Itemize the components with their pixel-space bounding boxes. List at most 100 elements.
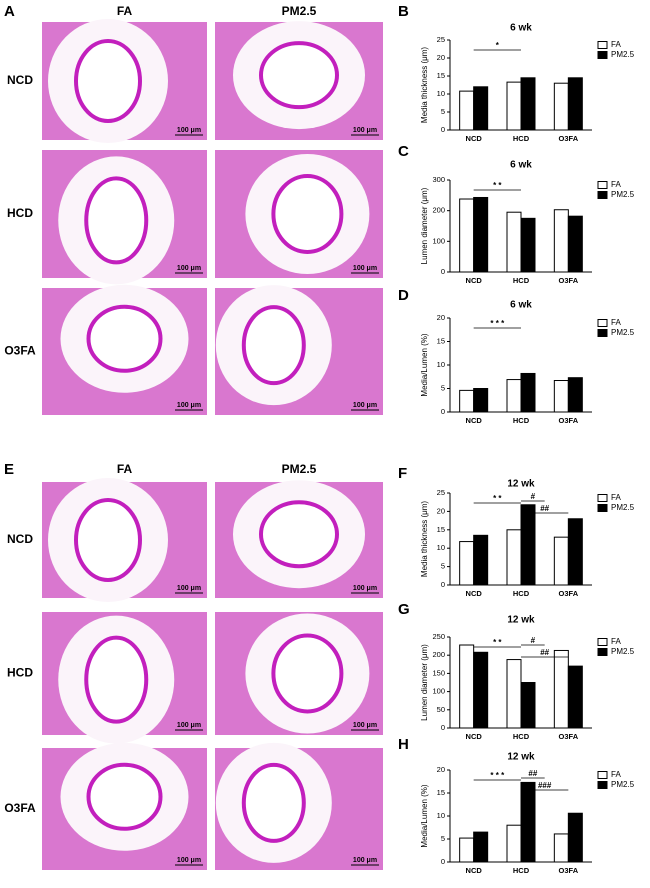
x-tick-label: HCD <box>513 134 530 143</box>
scale-bar-label: 100 μm <box>177 265 201 272</box>
scale-bar-label: 100 μm <box>353 722 377 729</box>
y-tick-label: 100 <box>432 687 445 696</box>
micrograph: 100 μm <box>215 742 383 870</box>
y-axis-label: Media thickness (μm) <box>420 501 429 578</box>
y-tick-label: 300 <box>432 175 445 184</box>
x-tick-label: NCD <box>466 589 483 598</box>
y-axis-label: Lumen diameter (μm) <box>420 644 429 721</box>
scale-bar-label: 100 μm <box>177 585 201 592</box>
x-tick-label: O3FA <box>559 276 579 285</box>
y-tick-label: 100 <box>432 236 445 245</box>
significance-label: * * <box>493 181 502 190</box>
chart-title: 6 wk <box>510 23 532 34</box>
chart-title: 12 wk <box>507 752 535 763</box>
micrograph: 100 μm <box>42 612 207 744</box>
bar <box>553 536 569 586</box>
bar <box>473 831 489 863</box>
x-tick-label: HCD <box>513 732 530 741</box>
y-tick-label: 10 <box>437 811 445 820</box>
panel-letter: E <box>4 461 14 478</box>
scale-bar-label: 100 μm <box>177 127 201 134</box>
row-label: HCD <box>7 666 33 680</box>
legend-swatch <box>597 494 608 502</box>
y-tick-label: 0 <box>441 407 445 416</box>
micrograph: 100 μm <box>215 480 383 598</box>
legend-swatch <box>597 319 608 327</box>
y-tick-label: 200 <box>432 206 445 215</box>
vessel-wall <box>271 174 344 254</box>
panel-letter: H <box>398 736 409 753</box>
y-tick-label: 5 <box>441 834 445 843</box>
micrograph: 100 μm <box>215 150 383 278</box>
scale-bar-label: 100 μm <box>353 127 377 134</box>
y-axis-label: Media thickness (μm) <box>420 47 429 124</box>
legend-label: FA <box>611 770 621 779</box>
panel-letter: F <box>398 465 407 482</box>
bar <box>459 198 475 273</box>
micrograph: 100 μm <box>42 284 207 415</box>
significance-label: # <box>531 492 536 501</box>
bar <box>553 209 569 273</box>
legend-label: FA <box>611 40 621 49</box>
bar <box>553 833 569 863</box>
bar <box>520 372 536 413</box>
y-tick-label: 0 <box>441 857 445 866</box>
scale-bar-label: 100 μm <box>177 722 201 729</box>
significance-label: * * <box>493 638 502 647</box>
chart-title: 6 wk <box>510 160 532 171</box>
vessel-wall <box>86 762 163 831</box>
significance-label: ### <box>538 781 552 790</box>
row-label: NCD <box>7 73 33 87</box>
y-tick-label: 0 <box>441 580 445 589</box>
y-tick-label: 15 <box>437 525 445 534</box>
bar <box>567 77 583 131</box>
y-tick-label: 0 <box>441 267 445 276</box>
y-tick-label: 20 <box>437 506 445 515</box>
legend-swatch <box>597 504 608 512</box>
scale-bar-label: 100 μm <box>353 265 377 272</box>
y-tick-label: 5 <box>441 383 445 392</box>
bar <box>473 86 489 131</box>
legend-label: PM2.5 <box>611 328 635 337</box>
legend-label: PM2.5 <box>611 503 635 512</box>
panel-letter: D <box>398 287 409 304</box>
significance-label: * * * <box>490 319 505 328</box>
row-label: HCD <box>7 206 33 220</box>
y-tick-label: 250 <box>432 632 445 641</box>
micrograph: 100 μm <box>215 285 383 415</box>
significance-label: # <box>531 636 536 645</box>
micrograph: 100 μm <box>42 19 207 143</box>
micrograph: 100 μm <box>42 478 207 602</box>
scale-bar-label: 100 μm <box>353 857 377 864</box>
chart-title: 6 wk <box>510 300 532 311</box>
x-tick-label: NCD <box>466 732 483 741</box>
vessel-wall <box>271 633 344 714</box>
legend-label: PM2.5 <box>611 190 635 199</box>
scale-bar-label: 100 μm <box>177 402 201 409</box>
vessel-wall <box>259 41 339 110</box>
y-axis-label: Media/Lumen (%) <box>420 784 429 847</box>
vessel-wall <box>86 304 163 373</box>
x-tick-label: NCD <box>466 134 483 143</box>
bar <box>506 81 522 131</box>
vessel-wall <box>74 498 142 582</box>
significance-label: ## <box>540 504 549 513</box>
legend-label: FA <box>611 180 621 189</box>
bar <box>567 518 583 586</box>
vessel-wall <box>84 176 149 265</box>
micrograph: 100 μm <box>215 612 383 735</box>
x-tick-label: HCD <box>513 866 530 875</box>
y-axis-label: Media/Lumen (%) <box>420 333 429 396</box>
micrograph: 100 μm <box>215 21 383 140</box>
significance-label: * * * <box>490 771 505 780</box>
bar <box>473 196 489 273</box>
y-tick-label: 150 <box>432 668 445 677</box>
x-tick-label: O3FA <box>559 134 579 143</box>
bar <box>567 812 583 863</box>
bar <box>520 217 536 273</box>
column-header: PM2.5 <box>282 4 317 18</box>
bar <box>506 659 522 729</box>
legend-label: FA <box>611 493 621 502</box>
bar <box>520 504 536 586</box>
chart-title: 12 wk <box>507 479 535 490</box>
